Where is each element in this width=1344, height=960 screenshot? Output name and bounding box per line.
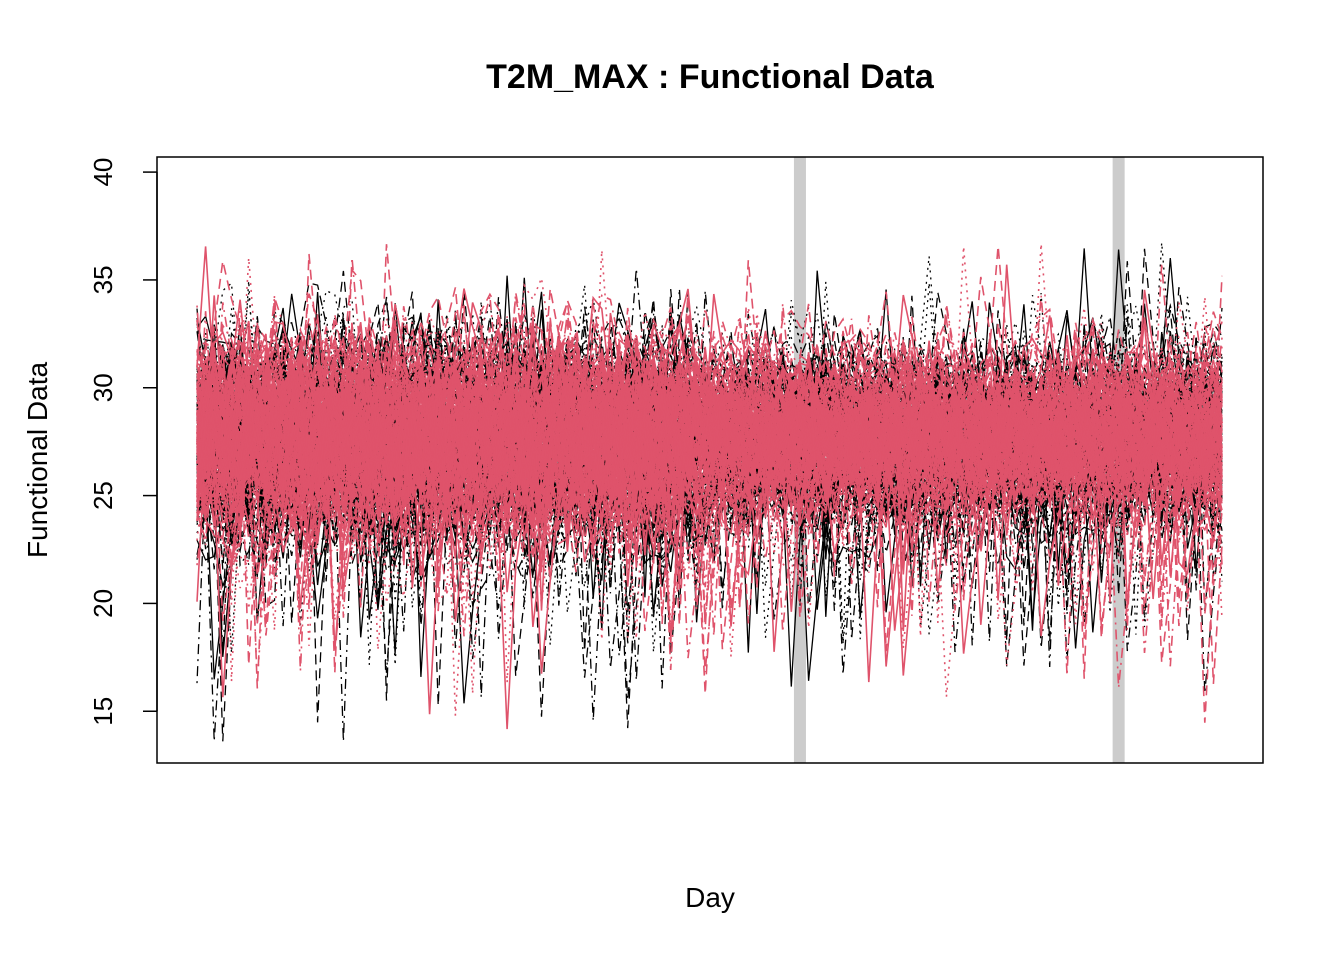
- series-line: [196, 301, 1223, 580]
- series-line: [196, 313, 1223, 673]
- series-line: [196, 353, 1223, 730]
- y-axis: 15 20 25 30 35 40: [88, 158, 158, 726]
- y-tick-label: 15: [88, 697, 118, 726]
- curve-group: [196, 242, 1223, 742]
- series-line: [196, 295, 1223, 633]
- series-line: [196, 339, 1223, 723]
- series-line: [196, 355, 1223, 554]
- y-tick-label: 20: [88, 589, 118, 618]
- y-tick-label: 40: [88, 158, 118, 187]
- series-line: [196, 323, 1223, 515]
- series-line: [196, 375, 1223, 637]
- series-line: [196, 337, 1223, 556]
- x-axis-label: Day: [685, 882, 735, 913]
- series-line: [196, 340, 1223, 628]
- y-tick-label: 30: [88, 373, 118, 402]
- series-line: [196, 307, 1223, 622]
- series-line: [196, 329, 1223, 650]
- series-line: [196, 326, 1223, 566]
- series-line: [196, 313, 1223, 548]
- series-line: [196, 307, 1223, 544]
- y-tick-label: 25: [88, 481, 118, 510]
- y-tick-label: 35: [88, 265, 118, 294]
- series-line: [196, 321, 1223, 601]
- chart-title: T2M_MAX : Functional Data: [486, 58, 934, 96]
- series-line: [196, 330, 1223, 610]
- series-line: [196, 347, 1223, 623]
- series-line: [196, 288, 1223, 589]
- series-line: [196, 303, 1223, 588]
